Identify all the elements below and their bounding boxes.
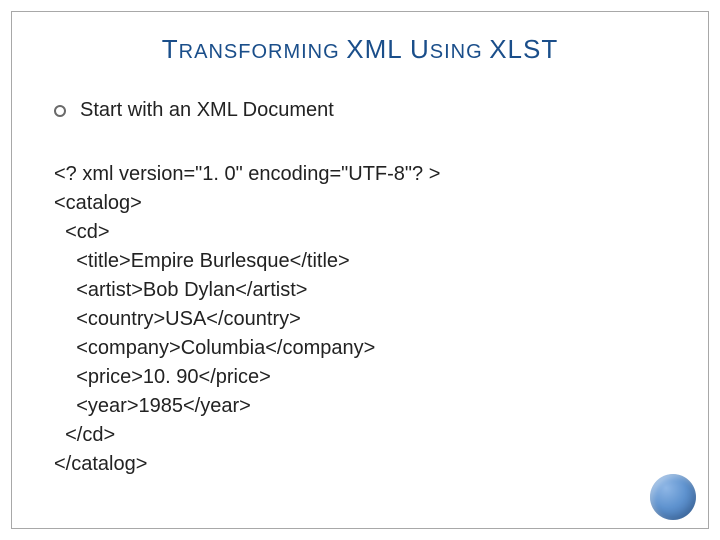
code-line: <? xml version="1. 0" encoding="UTF-8"? … — [54, 163, 440, 185]
title-part-4: XLST — [489, 34, 558, 64]
title-part-0: T — [162, 34, 179, 64]
code-line: <catalog> — [54, 192, 142, 214]
code-line: <country>USA</country> — [54, 308, 301, 330]
code-line: <price>10. 90</price> — [54, 366, 271, 388]
xml-code-block: <? xml version="1. 0" encoding="UTF-8"? … — [54, 160, 666, 479]
title-part-2: XML U — [346, 34, 430, 64]
bullet-marker-icon — [54, 105, 66, 117]
code-line: <year>1985</year> — [54, 395, 251, 417]
title-part-1: RANSFORMING — [179, 41, 347, 63]
code-line: <company>Columbia</company> — [54, 337, 375, 359]
code-line: <artist>Bob Dylan</artist> — [54, 279, 307, 301]
slide-title: TRANSFORMING XML USING XLST — [54, 34, 666, 65]
code-line: </catalog> — [54, 453, 147, 475]
bullet-text: Start with an XML Document — [80, 99, 334, 122]
frame-border-right — [708, 11, 709, 529]
code-line: <title>Empire Burlesque</title> — [54, 250, 350, 272]
code-line: <cd> — [54, 221, 110, 243]
bullet-item: Start with an XML Document — [54, 99, 666, 122]
code-line: </cd> — [54, 424, 115, 446]
frame-border-bottom — [11, 528, 709, 529]
title-part-3: SING — [430, 41, 489, 63]
slide-content: TRANSFORMING XML USING XLST Start with a… — [12, 12, 708, 528]
decorative-circle-icon — [650, 474, 696, 520]
